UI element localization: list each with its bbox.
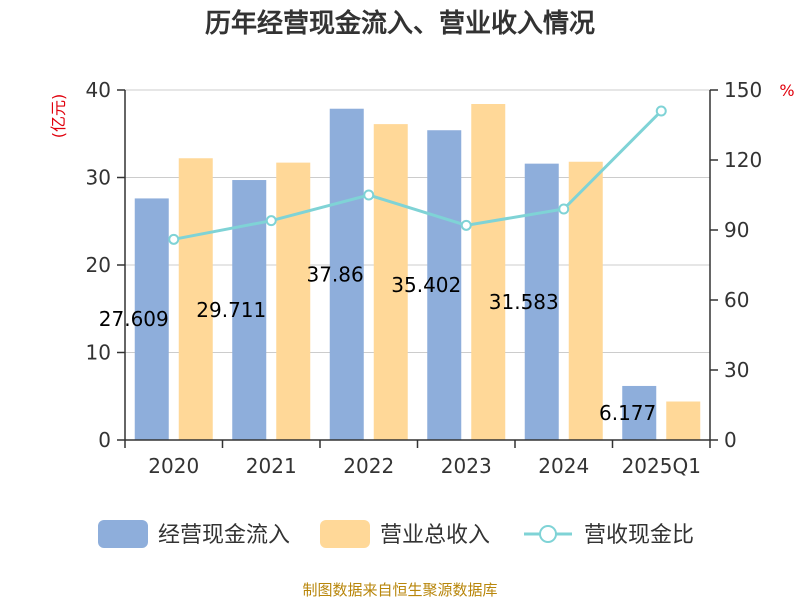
left-tick-label: 40 bbox=[86, 78, 111, 102]
ratio-point bbox=[363, 189, 375, 201]
bar-cash-inflow bbox=[329, 108, 364, 440]
bar-revenue bbox=[666, 401, 701, 440]
right-tick-label: 150 bbox=[724, 78, 762, 102]
bar-revenue bbox=[373, 124, 408, 440]
data-labels: 27.609 29.711 37.86 35.402 31.583 6.177 bbox=[99, 262, 656, 425]
legend-marker bbox=[539, 525, 557, 543]
bars bbox=[134, 104, 701, 441]
bar-cash-inflow bbox=[427, 130, 462, 441]
ratio-line bbox=[168, 105, 667, 245]
legend-swatch bbox=[320, 520, 370, 548]
right-tick-label: 60 bbox=[724, 288, 749, 312]
bar-revenue bbox=[276, 162, 311, 440]
x-tick-label: 2021 bbox=[246, 454, 297, 478]
right-tick-label: 30 bbox=[724, 358, 749, 382]
x-tick-label: 2022 bbox=[343, 454, 394, 478]
bar-revenue bbox=[471, 104, 506, 440]
ratio-point bbox=[558, 203, 570, 215]
left-axis-unit: (亿元) bbox=[49, 94, 68, 139]
axes: 0 10 20 30 40 0 30 60 90 120 150 2020 2021 2022 2023 20… bbox=[86, 78, 763, 478]
ratio-point bbox=[460, 219, 472, 231]
data-label: 31.583 bbox=[489, 290, 559, 314]
data-label: 35.402 bbox=[391, 273, 461, 297]
data-label: 29.711 bbox=[196, 298, 266, 322]
legend-label: 营收现金比 bbox=[584, 523, 694, 548]
bar-revenue bbox=[178, 158, 213, 440]
right-tick-label: 120 bbox=[724, 148, 762, 172]
x-tick-label: 2023 bbox=[441, 454, 492, 478]
data-label: 27.609 bbox=[99, 307, 169, 331]
left-tick-label: 30 bbox=[86, 166, 111, 190]
ratio-point bbox=[168, 233, 180, 245]
right-tick-label: 90 bbox=[724, 218, 749, 242]
right-tick-label: 0 bbox=[724, 428, 737, 452]
bar-cash-inflow bbox=[622, 385, 657, 440]
left-tick-label: 20 bbox=[86, 253, 111, 277]
left-tick-label: 0 bbox=[98, 428, 111, 452]
legend-label: 营业总收入 bbox=[380, 523, 490, 548]
left-tick-label: 10 bbox=[86, 341, 111, 365]
legend-swatch bbox=[98, 520, 148, 548]
data-label: 6.177 bbox=[599, 401, 656, 425]
source-note: 制图数据来自恒生聚源数据库 bbox=[302, 581, 497, 599]
x-tick-label: 2025Q1 bbox=[622, 454, 701, 478]
bar-revenue bbox=[568, 161, 603, 440]
x-tick-label: 2020 bbox=[148, 454, 199, 478]
ratio-point bbox=[655, 105, 667, 117]
legend-label: 经营现金流入 bbox=[158, 523, 290, 548]
ratio-line-path bbox=[173, 109, 663, 241]
legend: 经营现金流入 营业总收入 营收现金比 bbox=[98, 520, 694, 548]
right-axis-unit: % bbox=[779, 81, 794, 100]
gridlines bbox=[125, 89, 710, 353]
ratio-point bbox=[265, 215, 277, 227]
data-label: 37.86 bbox=[306, 262, 363, 286]
x-tick-label: 2024 bbox=[538, 454, 589, 478]
bar-cash-inflow bbox=[134, 198, 169, 440]
chart-title: 历年经营现金流入、营业收入情况 bbox=[205, 8, 595, 39]
